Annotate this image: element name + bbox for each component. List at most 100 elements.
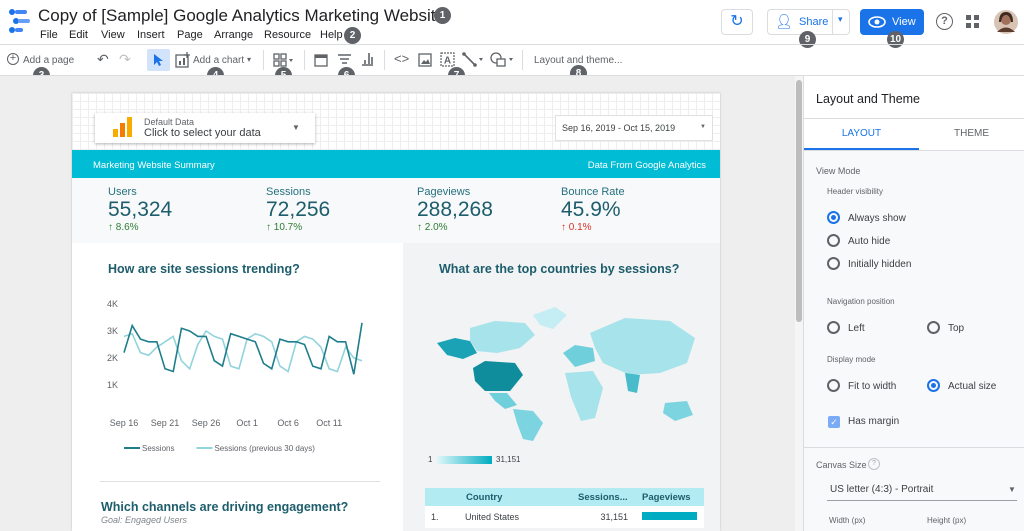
banner-text: Marketing Website Summary (93, 160, 215, 171)
report-title[interactable]: Copy of [Sample] Google Analytics Market… (38, 6, 445, 25)
element (179, 61, 181, 65)
kpi-value: 55,324 (108, 198, 173, 221)
x-tick-label: Oct 11 (316, 418, 342, 428)
add-chart[interactable]: Add a chart (193, 55, 245, 66)
menu-item[interactable]: Help (320, 29, 343, 41)
radio[interactable] (827, 257, 840, 270)
checkbox[interactable]: ✓ (828, 416, 840, 428)
date-range-control[interactable] (555, 115, 713, 141)
radio-label[interactable]: Always show (848, 213, 906, 224)
element (479, 58, 483, 61)
kpi-change: ↑ 0.1% (561, 222, 592, 233)
share-label[interactable]: Share (799, 16, 829, 28)
element (974, 15, 979, 20)
menu-item[interactable]: View (101, 29, 125, 41)
checkbox-label[interactable]: Has margin (848, 416, 900, 427)
menu-item[interactable]: Edit (69, 29, 88, 41)
element (997, 27, 1015, 32)
section-label: View Mode (816, 166, 861, 176)
radio-label[interactable]: Initially hidden (848, 259, 912, 270)
element (183, 58, 185, 65)
divider (263, 50, 264, 70)
pageviews-bar (642, 512, 697, 520)
section-label: Canvas Size (816, 460, 867, 470)
dropdown-arrow: ▼ (700, 124, 706, 130)
menu-item[interactable]: Insert (137, 29, 165, 41)
shape-icon[interactable] (490, 52, 516, 68)
line-chart: 1K 2K 3K 4K Sep 16 Sep 21 Sep 26 Oct 1 Oct 6 Oct … (107, 299, 363, 453)
radio[interactable] (827, 211, 840, 224)
image-icon[interactable] (418, 53, 432, 67)
view-icon (868, 16, 886, 28)
dropdown-value[interactable]: US letter (4:3) - Portrait (830, 484, 934, 495)
refresh-button[interactable]: ↻ (721, 9, 753, 35)
dropdown-arrow[interactable]: ▼ (1008, 485, 1016, 494)
dropdown-underline (827, 500, 1017, 501)
url-embed-icon[interactable]: <> (394, 51, 410, 66)
share-dropdown[interactable]: ▾ (838, 14, 843, 24)
element (127, 117, 132, 137)
text-icon[interactable]: A (440, 52, 455, 67)
column-header[interactable]: Sessions... (578, 492, 628, 503)
kpi-change-value: 2.0% (424, 222, 448, 233)
logo (9, 9, 30, 33)
divider (384, 50, 385, 70)
field-label: Display mode (827, 355, 876, 364)
line-icon[interactable] (462, 52, 486, 67)
cell: United States (465, 512, 520, 522)
panel-head (804, 76, 1024, 150)
help-icon[interactable]: ? (936, 13, 953, 30)
view-label[interactable]: View (892, 16, 916, 28)
kpi-label: Bounce Rate (561, 186, 625, 198)
radio[interactable] (927, 321, 940, 334)
element (509, 58, 513, 61)
community-viz-icon[interactable] (273, 53, 295, 67)
x-tick-label: Sep 26 (192, 418, 221, 428)
menu-item[interactable]: Page (177, 29, 203, 41)
element (974, 23, 979, 28)
toolbar-border (0, 75, 1024, 76)
radio[interactable] (927, 379, 940, 392)
element (15, 28, 23, 32)
radio-label[interactable]: Left (848, 323, 865, 334)
cell: 31,151 (600, 512, 628, 522)
radio[interactable] (827, 379, 840, 392)
radio-label[interactable]: Auto hide (848, 236, 891, 247)
menu-item[interactable]: Resource (264, 29, 312, 41)
add-page[interactable]: Add a page (23, 55, 75, 66)
radio[interactable] (827, 234, 840, 247)
radio-label[interactable]: Top (948, 323, 965, 334)
element: A (444, 56, 451, 67)
radio-label[interactable]: Actual size (948, 381, 997, 392)
radio-label[interactable]: Fit to width (848, 381, 897, 392)
x-tick-label: Sep 16 (110, 418, 139, 428)
element (18, 19, 30, 23)
element (966, 15, 971, 20)
share-icon: 👤︎ (775, 13, 793, 29)
radio[interactable] (827, 321, 840, 334)
info-icon[interactable]: ? (868, 458, 880, 470)
tab[interactable]: THEME (954, 128, 989, 139)
menu-item[interactable]: Arrange (214, 29, 254, 41)
scroll-thumb[interactable] (796, 80, 802, 322)
element (473, 361, 523, 391)
divider (804, 118, 1024, 119)
apps-icon[interactable] (966, 15, 979, 28)
view-button[interactable] (860, 9, 924, 35)
layout-theme[interactable]: Layout and theme... (534, 55, 623, 66)
redo[interactable]: ↷ (119, 51, 131, 67)
column-header[interactable]: Country (466, 492, 503, 503)
tab[interactable]: LAYOUT (841, 128, 882, 139)
date-range-icon[interactable] (314, 52, 328, 67)
menu-item[interactable]: File (40, 29, 58, 41)
cursor-icon (154, 54, 163, 66)
y-tick-label: 4K (107, 299, 118, 309)
add-chart-dropdown[interactable]: ▾ (247, 55, 252, 64)
column-header[interactable]: Pageviews (642, 492, 691, 503)
data-control-icon[interactable] (360, 52, 374, 67)
avatar[interactable] (994, 10, 1018, 34)
element (289, 59, 293, 62)
undo[interactable]: ↶ (97, 51, 109, 67)
filter-icon[interactable] (337, 54, 352, 66)
